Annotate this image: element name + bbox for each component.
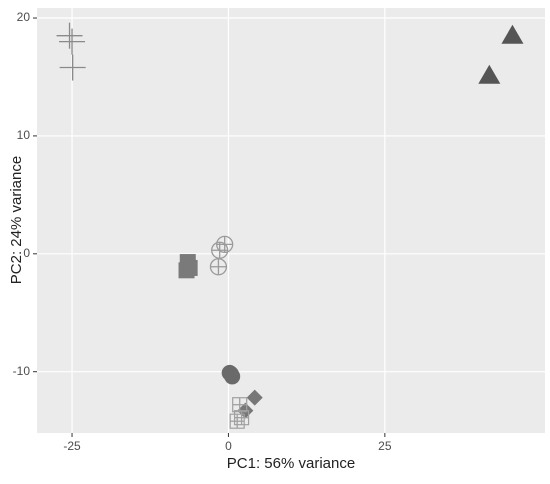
marker-shape (246, 389, 263, 406)
point (178, 262, 195, 279)
point (211, 241, 229, 259)
point (56, 22, 83, 49)
x-axis-title: PC1: 56% variance (227, 455, 355, 472)
point (229, 413, 245, 429)
y-axis-title: PC2: 24% variance (8, 156, 25, 284)
x-tick-label: -25 (63, 439, 81, 453)
marker-shape (224, 368, 241, 385)
y-tick-label: 20 (17, 10, 31, 24)
marker-shape (501, 24, 524, 44)
plot-panel (37, 8, 545, 433)
y-tick-label: 0 (23, 246, 30, 260)
point (478, 64, 501, 84)
y-tick-label: -10 (13, 364, 31, 378)
point (209, 258, 228, 276)
y-tick-label: 10 (17, 128, 31, 142)
x-tick-label: 0 (225, 439, 232, 453)
point (59, 54, 86, 81)
point (246, 389, 263, 406)
point (59, 28, 86, 55)
marker-shape (478, 64, 501, 84)
marker-shape (178, 262, 195, 279)
point (224, 368, 241, 385)
point (232, 397, 248, 413)
x-tick-label: 25 (378, 439, 392, 453)
point (501, 24, 524, 44)
